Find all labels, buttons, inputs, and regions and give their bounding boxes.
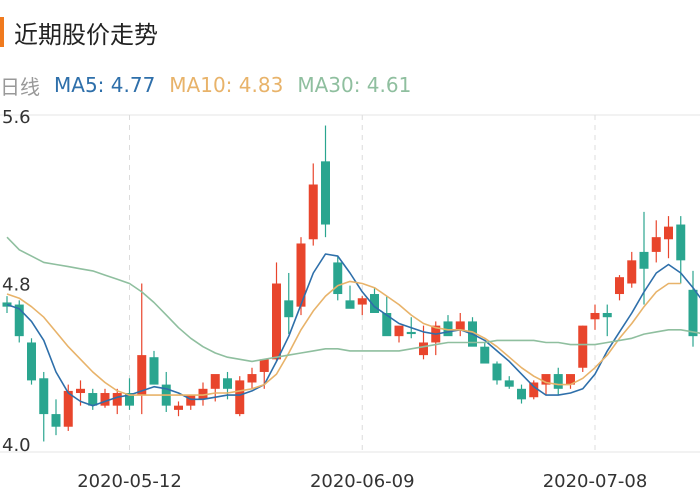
candle-body — [39, 378, 49, 415]
candle-body — [284, 300, 294, 318]
candle-body — [235, 380, 245, 415]
candle-body — [566, 374, 575, 385]
candle-body — [578, 325, 588, 368]
candle-body — [198, 388, 208, 400]
candle-body — [529, 382, 539, 398]
candle-body — [455, 321, 465, 330]
candle-body — [382, 312, 392, 337]
y-tick-label: 5.6 — [2, 107, 31, 128]
candle-body — [88, 393, 98, 406]
title-bar: 近期股价走势 — [0, 14, 158, 50]
candle-body — [541, 374, 551, 385]
candle-body — [186, 395, 196, 406]
candle-body — [370, 294, 379, 313]
candle-body — [504, 380, 514, 387]
candle-body — [676, 224, 686, 261]
x-tick-label: 2020-06-09 — [310, 471, 415, 492]
candle-body — [345, 300, 355, 309]
legend-ma30: MA30: 4.61 — [297, 73, 412, 97]
candle-body — [137, 355, 147, 396]
candle-body — [125, 393, 134, 406]
candle-body — [100, 393, 110, 406]
ma10-line — [6, 280, 681, 396]
candle-body — [210, 374, 220, 389]
candle-body — [443, 321, 453, 337]
candle-body — [308, 184, 318, 240]
y-tick-label: 4.0 — [2, 435, 31, 456]
candle-body — [590, 312, 600, 320]
candle-body — [51, 414, 61, 427]
legend-ma5: MA5: 4.77 — [54, 73, 156, 97]
candle-body — [27, 342, 36, 381]
candle-body — [321, 161, 330, 225]
candle-body — [2, 302, 12, 307]
candle-body — [272, 283, 281, 360]
candle-body — [76, 388, 85, 394]
candle-body — [149, 357, 159, 385]
candle-body — [492, 363, 502, 381]
candle-body — [419, 342, 428, 356]
candle-body — [394, 325, 404, 337]
candle-body — [296, 243, 306, 307]
page-title: 近期股价走势 — [14, 20, 158, 49]
candle-body — [639, 251, 649, 269]
ma5-line — [6, 253, 700, 407]
candle-body — [651, 237, 661, 252]
candle-body — [333, 262, 343, 295]
candle-body — [174, 405, 183, 410]
candle-body — [553, 374, 563, 389]
chart-legend: 日线 MA5: 4.77 MA10: 4.83 MA30: 4.61 — [0, 70, 425, 100]
candle-body — [480, 346, 490, 364]
candle-body — [223, 378, 232, 389]
x-tick-label: 2020-05-12 — [77, 471, 182, 492]
legend-kline: 日线 — [0, 74, 40, 99]
candle-body — [627, 260, 637, 284]
candle-body — [247, 374, 257, 383]
y-tick-label: 4.8 — [2, 275, 31, 296]
candle-body — [357, 298, 367, 305]
candle-body — [602, 312, 612, 318]
ma30-line — [6, 236, 700, 363]
candle-body — [664, 226, 673, 240]
candle-body — [63, 390, 73, 427]
candle-body — [14, 304, 24, 337]
x-tick-label: 2020-07-08 — [543, 471, 648, 492]
candle-body — [259, 359, 269, 372]
candle-body — [615, 277, 624, 295]
candle-body — [112, 393, 122, 406]
candle-body — [688, 289, 698, 337]
candle-body — [406, 331, 416, 335]
candle-body — [517, 388, 526, 400]
title-accent-bar — [0, 17, 4, 47]
legend-ma10: MA10: 4.83 — [169, 73, 284, 97]
